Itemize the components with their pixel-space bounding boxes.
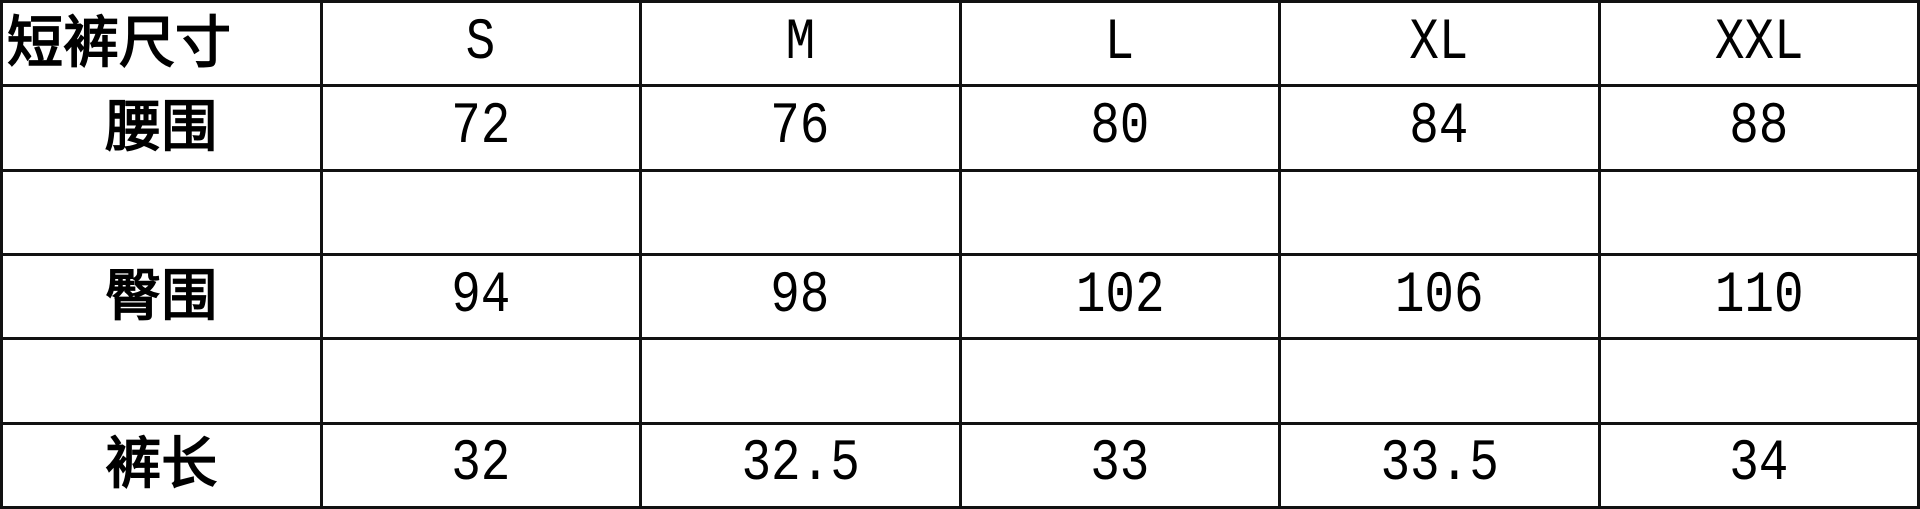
table-cell — [1597, 168, 1920, 256]
header-size-m: M — [639, 0, 962, 88]
header-size-l: L — [958, 0, 1281, 88]
table-cell — [319, 168, 642, 256]
table-cell — [1597, 337, 1920, 425]
table-cell: 94 — [319, 252, 642, 341]
table-cell — [639, 337, 962, 425]
header-size-xl: XL — [1278, 0, 1601, 88]
table-cell — [319, 337, 642, 425]
header-corner: 短裤尺寸 — [0, 0, 323, 88]
row-label: 臀围 — [0, 252, 323, 341]
header-size-s: S — [319, 0, 642, 88]
table-row — [0, 168, 1920, 256]
table-cell: 32.5 — [639, 421, 962, 509]
table-cell: 110 — [1597, 252, 1920, 341]
table-cell: 80 — [958, 84, 1281, 172]
table-cell: 88 — [1597, 84, 1920, 172]
table-cell — [958, 337, 1281, 425]
table-cell: 102 — [958, 252, 1281, 341]
table-row: 腰围 72 76 80 84 88 — [0, 84, 1920, 172]
table-cell: 34 — [1597, 421, 1920, 509]
row-label: 腰围 — [0, 84, 323, 172]
table-cell: 84 — [1278, 84, 1601, 172]
row-label: 裤长 — [0, 421, 323, 509]
table-row: 臀围 94 98 102 106 110 — [0, 252, 1920, 341]
table-row: 裤长 32 32.5 33 33.5 34 — [0, 421, 1920, 509]
table-cell: 72 — [319, 84, 642, 172]
row-label — [0, 337, 323, 425]
table-cell — [1278, 337, 1601, 425]
header-size-xxl: XXL — [1597, 0, 1920, 88]
table-cell: 98 — [639, 252, 962, 341]
table-cell: 33.5 — [1278, 421, 1601, 509]
header-row: 短裤尺寸 S M L XL XXL — [0, 0, 1920, 88]
table-cell: 33 — [958, 421, 1281, 509]
table-cell — [958, 168, 1281, 256]
table-cell — [1278, 168, 1601, 256]
table-row — [0, 337, 1920, 425]
row-label — [0, 168, 323, 256]
table-cell: 76 — [639, 84, 962, 172]
table-cell — [639, 168, 962, 256]
table-cell: 32 — [319, 421, 642, 509]
table-cell: 106 — [1278, 252, 1601, 341]
